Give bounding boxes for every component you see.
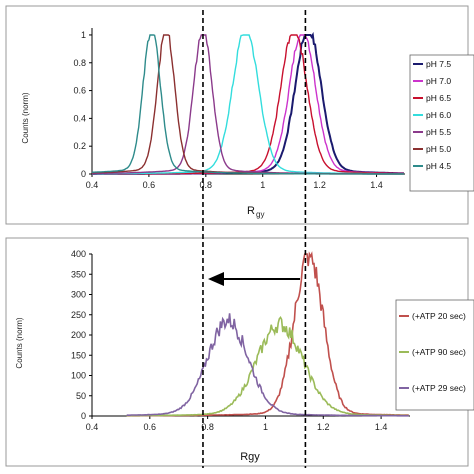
bottom-y-tick-label: 300 xyxy=(71,290,86,300)
bottom-y-tick-label: 0 xyxy=(81,411,86,421)
top-y-tick-label: 1 xyxy=(81,30,86,40)
bottom-legend-label-2: (+ATP 29 sec) xyxy=(412,383,466,393)
shift-arrow-head xyxy=(208,272,224,286)
bottom-legend: (+ATP 20 sec) (+ATP 90 sec) (+ATP 29 sec) xyxy=(395,299,474,411)
top-series-line-5 xyxy=(91,34,404,175)
top-legend-label-5: pH 5.0 xyxy=(426,144,451,154)
top-series-line-3 xyxy=(92,34,404,175)
bottom-axes: 0.4 0.6 0.8 1 1.2 1.4 0 50 100 150 200 250 300 350 400 xyxy=(71,249,410,432)
bottom-x-tick-label: 0.8 xyxy=(201,422,214,432)
bottom-y-tick-label: 200 xyxy=(71,330,86,340)
top-y-axis-label: Counts (norm) xyxy=(21,92,30,143)
top-series-group xyxy=(91,31,404,175)
bottom-x-tick-label: 1.2 xyxy=(317,422,330,432)
bottom-x-tick-label: 1.4 xyxy=(375,422,388,432)
top-legend-label-1: pH 7.0 xyxy=(426,76,451,86)
bottom-legend-box xyxy=(395,299,474,411)
bottom-y-tick-label: 100 xyxy=(71,371,86,381)
bottom-x-axis-label: Rgy xyxy=(240,451,260,463)
top-x-label-main: R xyxy=(247,205,255,217)
top-series-line-2 xyxy=(92,34,404,175)
bottom-y-tick-label: 150 xyxy=(71,350,86,360)
top-x-axis-label-sub: gy xyxy=(256,210,264,219)
bottom-series-line-2 xyxy=(126,313,409,417)
bottom-x-tick-label: 0.6 xyxy=(144,422,157,432)
bottom-series-line-1 xyxy=(126,315,409,417)
top-series-line-1 xyxy=(92,34,404,175)
top-chart: Counts (norm) R gy 0.4 0.6 0.8 1 1.2 1.400.20… xyxy=(21,28,405,219)
top-x-tick-label: 0.6 xyxy=(143,180,156,190)
top-y-tick-label: 0.4 xyxy=(73,113,86,123)
reference-lines xyxy=(202,10,307,468)
top-x-tick-label: 0.8 xyxy=(200,180,213,190)
bottom-x-tick-label: 0.4 xyxy=(86,422,99,432)
top-legend-box xyxy=(409,54,474,192)
top-legend-label-6: pH 4.5 xyxy=(426,161,451,171)
top-axes: 0.4 0.6 0.8 1 1.2 1.4 0 0.2 0.4 0.6 0.8 1 xyxy=(73,28,405,190)
top-y-tick-label: 0.6 xyxy=(73,86,86,96)
bottom-y-tick-label: 400 xyxy=(71,249,86,259)
bottom-y-axis-label: Counts (norm) xyxy=(15,317,24,368)
top-legend-label-3: pH 6.0 xyxy=(426,110,451,120)
top-legend-label-0: pH 7.5 xyxy=(426,59,451,69)
bottom-legend-label-0: (+ATP 20 sec) xyxy=(412,311,466,321)
top-legend-label-2: pH 6.5 xyxy=(426,93,451,103)
top-x-axis-label: R xyxy=(247,205,255,217)
top-y-tick-label: 0.2 xyxy=(73,141,86,151)
top-series-line-6 xyxy=(91,34,404,175)
top-y-tick-label: 0.8 xyxy=(73,58,86,68)
top-x-tick-label: 1.2 xyxy=(313,180,326,190)
top-x-tick-label: 1 xyxy=(260,180,265,190)
top-legend-label-4: pH 5.5 xyxy=(426,127,451,137)
top-series-line-0 xyxy=(92,31,404,175)
top-x-tick-label: 1.4 xyxy=(370,180,383,190)
bottom-series-group xyxy=(126,251,409,417)
bottom-legend-label-1: (+ATP 90 sec) xyxy=(412,347,466,357)
top-series-line-4 xyxy=(92,34,404,175)
shift-arrow xyxy=(208,272,300,286)
bottom-y-tick-label: 250 xyxy=(71,310,86,320)
bottom-y-tick-label: 50 xyxy=(76,391,86,401)
top-x-tick-label: 0.4 xyxy=(86,180,99,190)
top-legend: pH 7.5 pH 7.0 pH 6.5 pH 6.0 pH 5.5 pH 5.0 pH 4… xyxy=(409,54,474,192)
bottom-x-tick-label: 1 xyxy=(263,422,268,432)
top-y-tick-label: 0 xyxy=(81,169,86,179)
bottom-chart: Counts (norm) Rgy 0.4 0.6 0.8 1 1.2 1.4 0 50 100… xyxy=(15,249,410,463)
bottom-y-tick-label: 350 xyxy=(71,269,86,279)
